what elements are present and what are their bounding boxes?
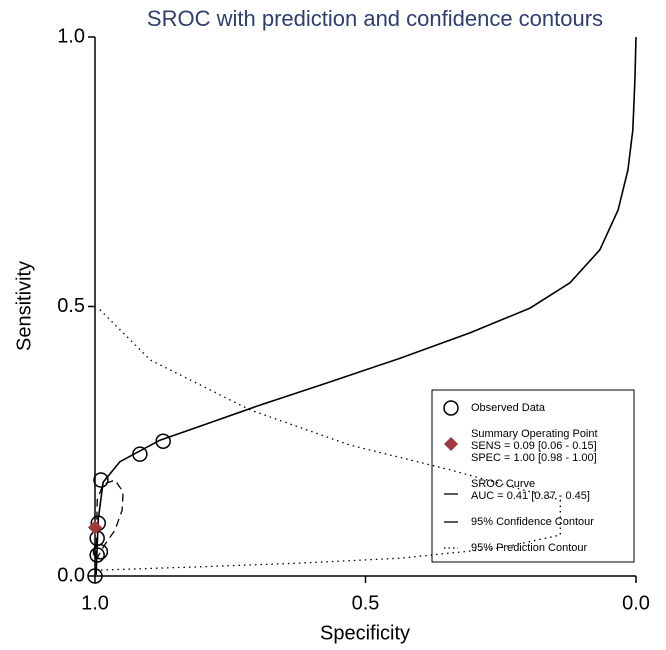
observed-point bbox=[87, 568, 103, 584]
legend-label: 95% Prediction Contour bbox=[471, 542, 588, 554]
y-tick-label: 0.5 bbox=[57, 295, 85, 317]
y-tick-label: 1.0 bbox=[57, 25, 85, 47]
chart-title: SROC with prediction and confidence cont… bbox=[147, 6, 603, 31]
legend-label: Summary Operating Point bbox=[471, 428, 598, 440]
curve bbox=[99, 309, 561, 571]
observed-point bbox=[93, 472, 109, 488]
legend-detail: AUC = 0.41 [0.37 - 0.45] bbox=[471, 490, 590, 502]
observed-point bbox=[89, 547, 105, 563]
legend-icon bbox=[444, 437, 458, 451]
x-tick-label: 1.0 bbox=[81, 592, 109, 614]
legend-detail: SENS = 0.09 [0.06 - 0.15] bbox=[471, 440, 597, 452]
legend-icon bbox=[443, 400, 459, 416]
legend-label: SROC Curve bbox=[471, 478, 535, 490]
curve bbox=[95, 36, 637, 575]
legend-label: 95% Confidence Contour bbox=[471, 516, 594, 528]
observed-point bbox=[155, 433, 171, 449]
x-axis-label: Specificity bbox=[320, 622, 410, 644]
x-tick-label: 0.5 bbox=[352, 592, 380, 614]
summary-point bbox=[88, 520, 102, 535]
legend-label: Observed Data bbox=[471, 402, 546, 414]
legend-box bbox=[431, 389, 635, 563]
x-tick-label: 0.0 bbox=[622, 592, 650, 614]
y-axis-label: Sensitivity bbox=[13, 261, 35, 351]
y-tick-label: 0.0 bbox=[57, 564, 85, 586]
observed-point bbox=[132, 446, 148, 462]
legend-detail: SPEC = 1.00 [0.98 - 1.00] bbox=[471, 452, 597, 464]
